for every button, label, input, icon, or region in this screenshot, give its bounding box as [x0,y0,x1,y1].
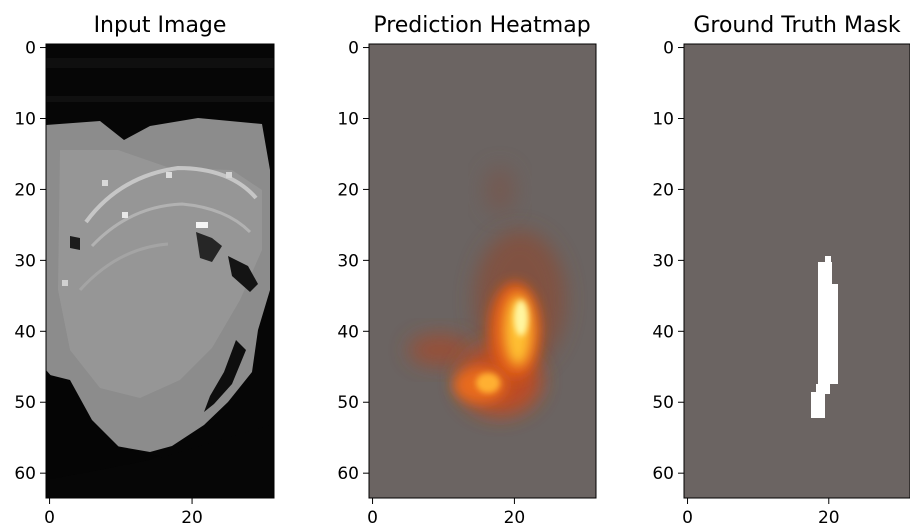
y-tick-label: 60 [652,464,674,484]
axes-frame [683,43,910,499]
y-tick-label: 10 [337,109,359,129]
x-tick-label: 20 [181,508,203,528]
y-tick-label: 30 [652,251,674,271]
y-tick-label: 40 [14,322,36,342]
y-tick-label: 0 [25,39,36,59]
x-tick-label: 0 [682,508,693,528]
panel-title: Input Image [94,13,227,38]
y-tick-label: 60 [14,464,36,484]
y-tick-label: 50 [337,393,359,413]
x-tick-label: 20 [818,508,840,528]
y-tick-label: 40 [337,322,359,342]
x-tick-label: 0 [44,508,55,528]
y-tick-label: 20 [337,180,359,200]
y-tick-label: 50 [14,393,36,413]
y-tick-label: 0 [348,39,359,59]
x-tick-label: 20 [504,508,526,528]
input-image-axes: 0 10 20 30 40 50 60 0 20 [14,39,203,528]
x-tick-label: 0 [367,508,378,528]
panel-ground-truth-mask: Ground Truth Mask 0 10 20 30 40 50 60 0 20 [652,13,910,528]
panel-title: Prediction Heatmap [373,13,590,38]
y-tick-label: 10 [14,109,36,129]
ground-truth-mask-axes: 0 10 20 30 40 50 60 0 20 [652,39,839,528]
mask-pixels [825,256,831,264]
prediction-heatmap-axes: 0 10 20 30 40 50 60 0 20 [337,39,525,528]
y-tick-label: 60 [337,464,359,484]
mask-pixels [816,384,830,394]
y-tick-label: 30 [14,251,36,271]
panel-prediction-heatmap: Prediction Heatmap 0 10 20 30 40 50 60 0 20 [337,13,597,528]
y-tick-label: 0 [663,39,674,59]
mask-pixels [818,262,832,284]
y-tick-label: 10 [652,109,674,129]
prediction-heatmap-raster [369,44,596,498]
mask-pixels [818,284,838,384]
y-tick-label: 20 [14,180,36,200]
axes-frame [368,43,597,499]
y-tick-label: 40 [652,322,674,342]
panel-input-image: Input Image 0 10 20 30 40 50 60 0 20 [14,13,275,528]
input-image-raster [46,44,274,498]
axes-frame [45,43,275,499]
y-tick-label: 30 [337,251,359,271]
y-tick-label: 50 [652,393,674,413]
panel-title: Ground Truth Mask [693,13,901,38]
y-tick-label: 20 [652,180,674,200]
ground-truth-mask-raster [684,44,910,498]
mask-pixels [811,392,825,418]
